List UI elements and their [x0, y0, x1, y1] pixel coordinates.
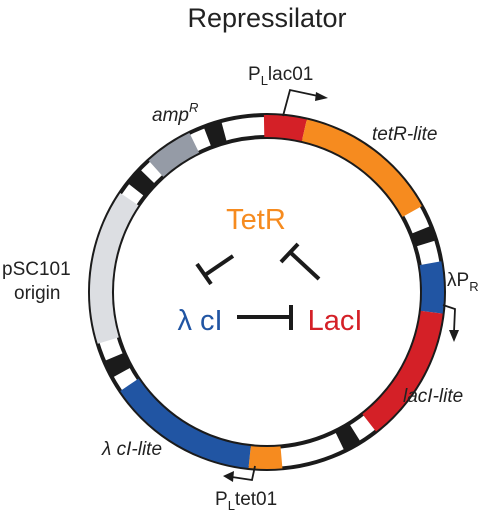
promoter-lambda-pr-arrow	[442, 304, 459, 342]
promoter-plac-label: PLlac01	[248, 64, 313, 88]
terminator-1	[410, 225, 437, 247]
promoter-ptet-arrow	[223, 465, 256, 482]
repression-laci-to-tetr	[279, 242, 321, 281]
origin-label-line2: origin	[14, 283, 60, 304]
protein-laci-label: LacI	[308, 305, 363, 337]
terminator-3	[104, 352, 132, 378]
plasmid-ring	[88, 113, 446, 471]
origin-segment	[90, 193, 139, 344]
promoter-plac-segment	[263, 115, 307, 142]
gene-laci-segment	[362, 310, 443, 432]
gene-ampr-label: ampR	[152, 100, 198, 126]
gene-lambda-ci-segment	[120, 378, 252, 469]
protein-lambda-ci-label: λ cI	[177, 305, 222, 337]
backbone-inner	[110, 135, 424, 449]
gene-ampr-segment	[148, 132, 200, 177]
promoter-ptet-segment	[248, 446, 283, 469]
terminator-2	[334, 423, 361, 452]
repression-lambda-ci-to-laci	[237, 305, 293, 330]
promoter-lambda-pr-label: λPR	[447, 270, 479, 294]
origin-label-line1: pSC101	[2, 259, 71, 280]
terminator-4	[127, 169, 156, 197]
repression-tetr-to-lambda-ci	[195, 254, 235, 286]
gene-lambda-ci-label: λ cI-lite	[101, 439, 162, 460]
terminator-5	[203, 121, 228, 148]
protein-tetr-label: TetR	[226, 204, 286, 236]
promoter-ptet-label: PLtet01	[215, 489, 277, 513]
plasmid-segments	[90, 115, 444, 469]
promoter-lambda-pr-segment	[419, 261, 444, 314]
diagram-title: Repressilator	[187, 3, 346, 33]
gene-laci-label: lacI-lite	[403, 386, 463, 407]
gene-tetr-segment	[301, 119, 422, 218]
promoter-plac-arrow	[282, 88, 328, 117]
gene-tetr-label: tetR-lite	[372, 124, 437, 145]
